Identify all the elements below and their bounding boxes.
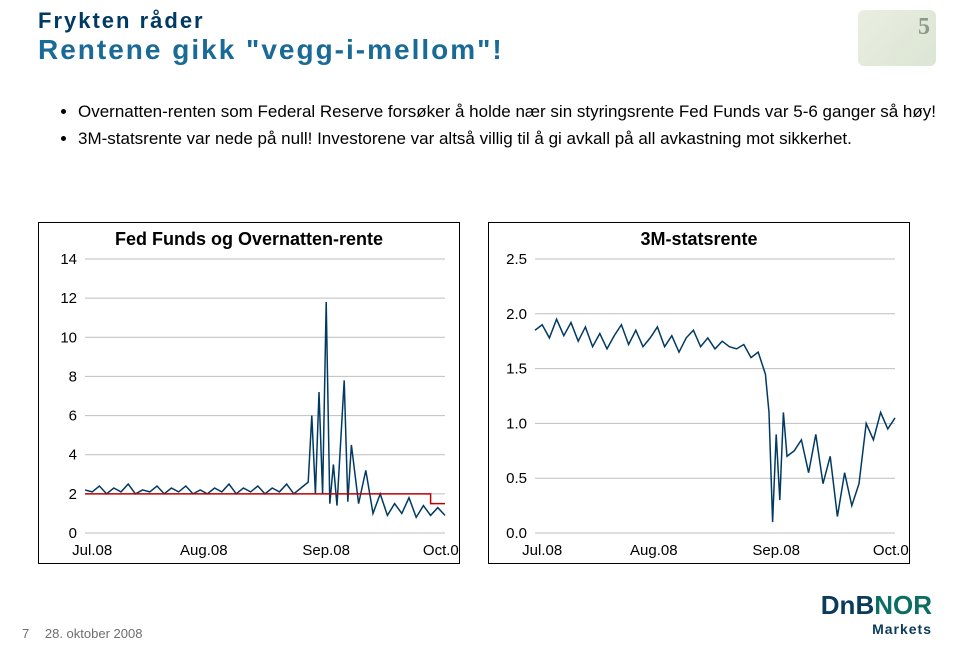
- svg-text:0.5: 0.5: [506, 470, 527, 487]
- svg-text:Sep.08: Sep.08: [752, 542, 800, 559]
- logo-sub: Markets: [821, 621, 932, 637]
- chart-3m-statsrente: 3M-statsrente 0.00.51.01.52.02.5Jul.08Au…: [488, 222, 910, 564]
- chart-fed-funds: Fed Funds og Overnatten-rente 0246810121…: [38, 222, 460, 564]
- svg-text:0.0: 0.0: [506, 525, 527, 542]
- svg-text:14: 14: [60, 251, 77, 268]
- svg-text:0: 0: [69, 525, 77, 542]
- svg-text:Sep.08: Sep.08: [302, 542, 350, 559]
- logo: DnBNOR Markets: [821, 590, 932, 637]
- chart-3m-svg: 0.0 0.5 1.0 1.5 2.0 2.5 Jul.08 Aug.08 Sep.08 Oct.…: [489, 223, 909, 563]
- page-number: 7: [22, 626, 29, 641]
- bullet-list: Overnatten-renten som Federal Reserve fo…: [38, 101, 938, 155]
- footer: 7 28. oktober 2008: [22, 626, 142, 641]
- logo-brand1: DnB: [821, 590, 874, 620]
- footer-date: 28. oktober 2008: [45, 626, 143, 641]
- svg-text:Oct.08: Oct.08: [423, 542, 459, 559]
- svg-text:10: 10: [60, 329, 77, 346]
- svg-text:Aug.08: Aug.08: [630, 542, 678, 559]
- svg-text:1.0: 1.0: [506, 415, 527, 432]
- svg-text:2: 2: [69, 486, 77, 503]
- logo-brand2: NOR: [874, 590, 932, 620]
- slide: Frykten råder Rentene gikk "vegg-i-mello…: [0, 0, 960, 651]
- svg-text:1.5: 1.5: [506, 361, 527, 378]
- svg-text:Jul.08: Jul.08: [522, 542, 562, 559]
- title-line-2: Rentene gikk "vegg-i-mellom"!: [38, 34, 504, 66]
- svg-text:8: 8: [69, 368, 77, 385]
- svg-text:6: 6: [69, 408, 77, 425]
- svg-text:4: 4: [69, 447, 77, 464]
- bullet-1: Overnatten-renten som Federal Reserve fo…: [78, 101, 938, 124]
- svg-text:Jul.08: Jul.08: [72, 542, 112, 559]
- svg-text:12: 12: [60, 290, 77, 307]
- svg-text:2.5: 2.5: [506, 251, 527, 268]
- svg-text:Aug.08: Aug.08: [180, 542, 228, 559]
- title-line-1: Frykten råder: [38, 8, 205, 34]
- svg-text:2.0: 2.0: [506, 306, 527, 323]
- chart-fed-funds-svg: 0 2 4 6 8 10 12 14 Jul.08 Aug.08 Sep.08 Oct.08: [39, 223, 459, 563]
- bullet-2: 3M-statsrente var nede på null! Investor…: [78, 128, 938, 151]
- decorative-bill: [858, 10, 936, 66]
- svg-text:Oct.08: Oct.08: [873, 542, 909, 559]
